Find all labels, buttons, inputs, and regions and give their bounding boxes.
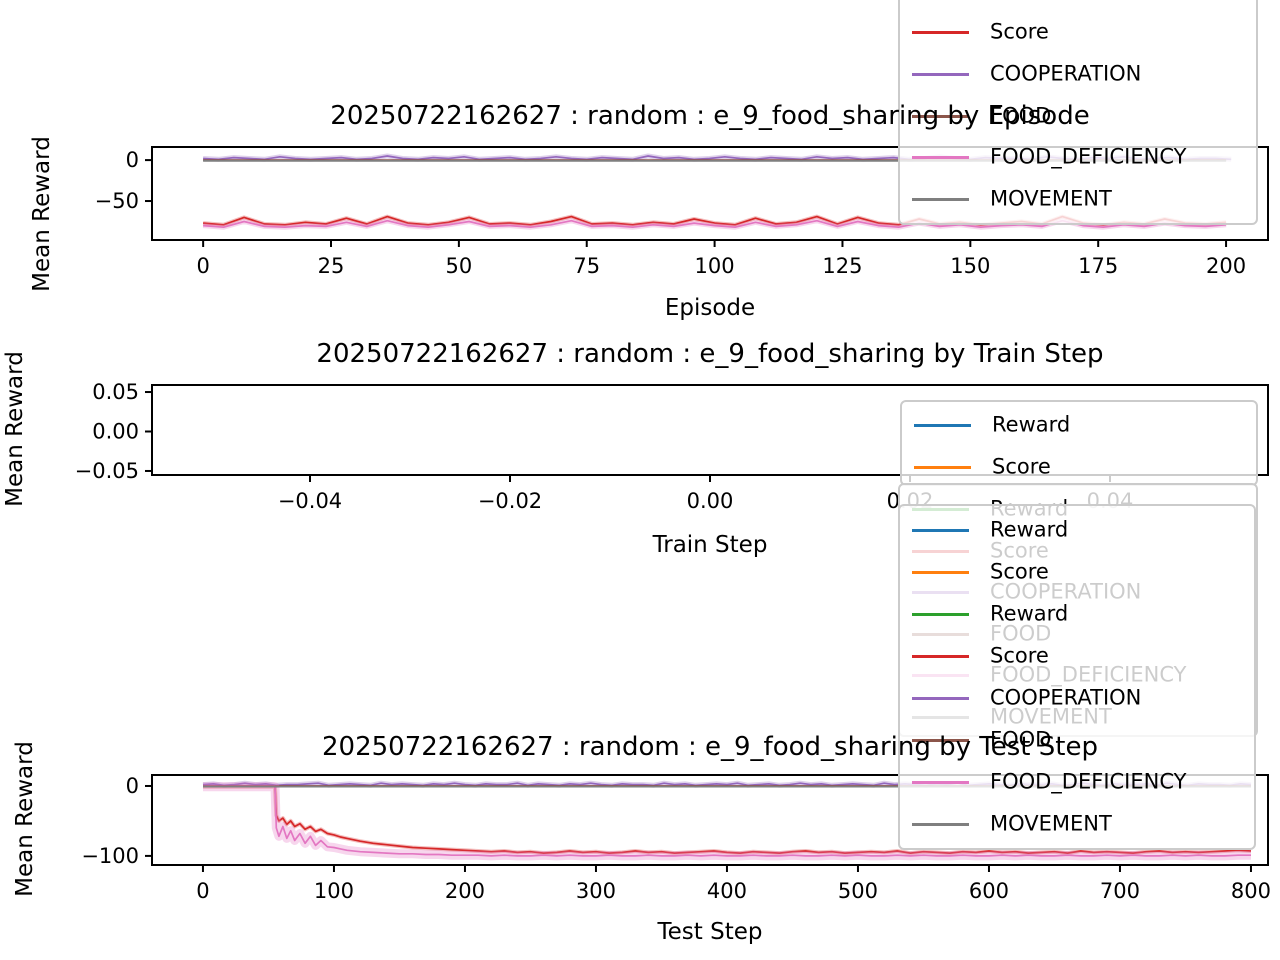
legend-entry-label: FOOD — [990, 727, 1052, 752]
x-tick-label: −0.04 — [278, 489, 342, 513]
legend-entry-label: Score — [990, 559, 1049, 584]
trainstep-chart-xlabel: Train Step — [652, 532, 768, 558]
x-tick-label: 200 — [1206, 254, 1246, 278]
x-tick-label: 400 — [707, 879, 747, 903]
legend-swatch-line — [912, 739, 969, 742]
legend-entry-label: Reward — [990, 601, 1069, 626]
y-tick-label: −100 — [81, 844, 139, 868]
y-tick-label: 0 — [126, 774, 139, 798]
y-tick-label: 0.00 — [92, 420, 139, 444]
x-tick-label: 200 — [445, 879, 485, 903]
legend-swatch-line — [912, 655, 969, 658]
legend-swatch-line — [912, 115, 969, 118]
x-tick-label: 500 — [838, 879, 878, 903]
legend-entry-label: Score — [990, 643, 1049, 668]
x-tick-label: −0.02 — [478, 489, 542, 513]
legend-swatch-line — [912, 529, 969, 532]
legend-swatch-line — [912, 571, 969, 574]
teststep-chart-ylabel: Mean Reward — [12, 741, 38, 897]
episode-chart-ylabel: Mean Reward — [29, 136, 55, 292]
legend-entry-label: Reward — [992, 412, 1071, 437]
x-tick-label: 0.00 — [687, 489, 734, 513]
y-tick-label: −0.05 — [75, 459, 139, 483]
legend-swatch-line — [912, 31, 969, 34]
legend-swatch-line — [912, 198, 969, 201]
legend-entry-label: FOOD_DEFICIENCY — [990, 144, 1187, 169]
episode-legend: Score COOPERATION FOOD FOOD_DEFICIENCY MOVEM… — [898, 0, 1258, 225]
x-tick-label: 100 — [695, 254, 735, 278]
legend-entry-label: MOVEMENT — [990, 811, 1112, 836]
x-tick-label: 800 — [1231, 879, 1271, 903]
trainstep-chart-title: 20250722162627 : random : e_9_food_shari… — [316, 339, 1104, 369]
legend-swatch-line — [914, 424, 971, 427]
teststep-chart-xlabel: Test Step — [657, 919, 763, 945]
legend-swatch-line — [914, 466, 971, 469]
legend-entry-label: FOOD — [990, 103, 1052, 128]
x-tick-label: 75 — [573, 254, 600, 278]
legend-swatch-line — [912, 697, 969, 700]
legend-entry-label: Reward — [990, 517, 1069, 542]
x-tick-label: 0 — [196, 254, 209, 278]
legend-swatch-line — [912, 613, 969, 616]
legend-entry-label: FOOD_DEFICIENCY — [990, 769, 1187, 794]
legend-swatch-line — [912, 781, 969, 784]
legend-entry-label: MOVEMENT — [990, 186, 1112, 211]
legend-entry-label: COOPERATION — [990, 61, 1142, 86]
legend-entry-label: Score — [992, 454, 1051, 479]
y-tick-label: 0 — [126, 148, 139, 172]
legend-entry-label: Score — [990, 19, 1049, 44]
teststep-chart-title: 20250722162627 : random : e_9_food_shari… — [322, 732, 1098, 762]
legend-swatch-line — [912, 156, 969, 159]
episode-chart-xlabel: Episode — [664, 295, 756, 321]
x-tick-label: 300 — [576, 879, 616, 903]
x-tick-label: 25 — [318, 254, 345, 278]
x-tick-label: 175 — [1078, 254, 1118, 278]
x-tick-label: 50 — [446, 254, 473, 278]
teststep-legend-front: Reward Score Reward Score COOPERATION FOOD FOO… — [898, 504, 1256, 850]
x-tick-label: 125 — [822, 254, 862, 278]
legend-swatch-line — [912, 823, 969, 826]
trainstep-legend: Reward Score — [900, 400, 1258, 486]
y-tick-label: −50 — [95, 189, 139, 213]
x-tick-label: 0 — [196, 879, 209, 903]
legend-entry-label: COOPERATION — [990, 685, 1142, 710]
y-tick-label: 0.05 — [92, 380, 139, 404]
episode-chart-title: 20250722162627 : random : e_9_food_shari… — [330, 101, 1090, 131]
x-tick-label: 700 — [1100, 879, 1140, 903]
x-tick-label: 100 — [314, 879, 354, 903]
x-tick-label: 600 — [969, 879, 1009, 903]
trainstep-chart-ylabel: Mean Reward — [2, 351, 28, 507]
x-tick-label: 150 — [950, 254, 990, 278]
legend-swatch-line — [912, 73, 969, 76]
